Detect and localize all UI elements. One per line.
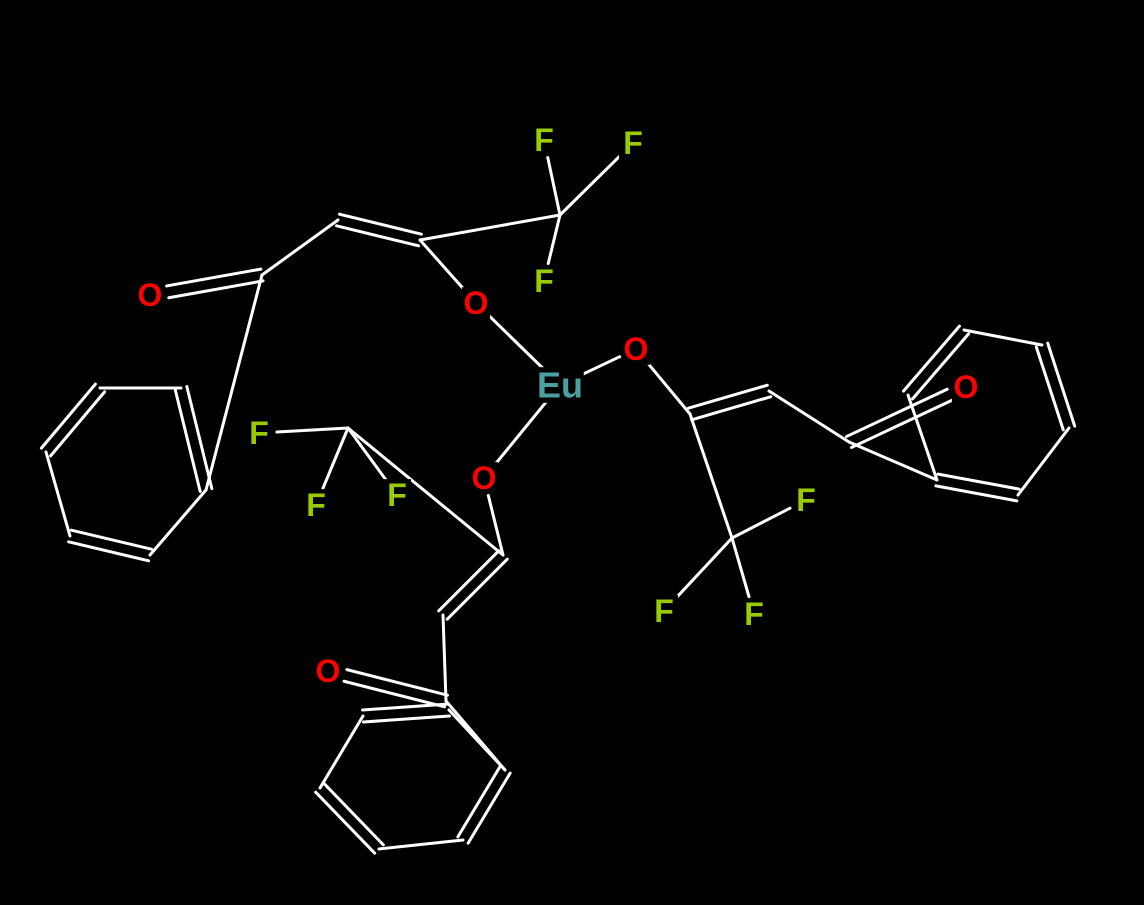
bond-line bbox=[690, 414, 732, 538]
atom-f: F bbox=[387, 477, 407, 513]
bond-line bbox=[277, 428, 348, 432]
bond-line bbox=[560, 156, 620, 215]
atom-f: F bbox=[744, 596, 764, 632]
bond-line bbox=[420, 240, 464, 290]
bond-line bbox=[443, 615, 446, 701]
atom-o: O bbox=[954, 369, 979, 405]
bond-line bbox=[938, 474, 1019, 489]
molecule-diagram: Eu O O O O O O F F F F F F F F F bbox=[0, 0, 1144, 905]
bond-line bbox=[732, 538, 749, 597]
bond-line bbox=[732, 508, 790, 538]
bond-line bbox=[548, 158, 560, 215]
bond-line bbox=[964, 330, 1042, 345]
bond-line bbox=[692, 397, 771, 420]
bond-line bbox=[339, 214, 421, 234]
bond-line bbox=[1048, 343, 1075, 426]
bond-line bbox=[648, 363, 690, 414]
bond-line bbox=[46, 452, 70, 536]
atom-o: O bbox=[472, 460, 497, 496]
atom-f: F bbox=[623, 125, 643, 161]
atom-o: O bbox=[464, 285, 489, 321]
bond-line bbox=[769, 391, 849, 442]
bond-line bbox=[688, 385, 767, 408]
bond-line bbox=[849, 442, 937, 480]
bond-line bbox=[344, 681, 445, 707]
bonds-layer bbox=[41, 156, 1074, 854]
atom-f: F bbox=[534, 122, 554, 158]
bond-line bbox=[676, 538, 732, 598]
bond-line bbox=[363, 704, 449, 710]
bond-line bbox=[447, 559, 507, 619]
atom-o: O bbox=[624, 331, 649, 367]
bond-line bbox=[846, 389, 947, 436]
atom-o: O bbox=[138, 277, 163, 313]
bond-line bbox=[347, 670, 448, 696]
atom-f: F bbox=[306, 487, 326, 523]
bond-line bbox=[903, 326, 959, 391]
bond-line bbox=[51, 392, 105, 456]
bond-line bbox=[320, 716, 363, 788]
bond-line bbox=[495, 399, 548, 464]
bond-line bbox=[323, 428, 348, 488]
atom-f: F bbox=[534, 263, 554, 299]
bond-line bbox=[41, 384, 95, 448]
bond-line bbox=[262, 220, 338, 275]
bond-line bbox=[175, 389, 200, 491]
bond-line bbox=[548, 215, 560, 264]
bond-line bbox=[187, 387, 212, 489]
bond-line bbox=[449, 710, 505, 770]
bond-line bbox=[337, 226, 419, 246]
atom-f: F bbox=[654, 593, 674, 629]
bond-line bbox=[420, 215, 560, 240]
atom-o: O bbox=[316, 653, 341, 689]
atom-f: F bbox=[796, 482, 816, 518]
bond-line bbox=[1018, 428, 1069, 495]
atom-f: F bbox=[249, 415, 269, 451]
bond-line bbox=[1036, 347, 1063, 430]
bond-line bbox=[324, 784, 383, 845]
bond-line bbox=[439, 551, 499, 611]
bond-line bbox=[363, 716, 449, 722]
bond-line bbox=[316, 792, 375, 853]
atom-eu: Eu bbox=[537, 365, 583, 406]
bond-line bbox=[150, 490, 206, 555]
bond-line bbox=[379, 840, 463, 849]
bond-line bbox=[206, 275, 262, 490]
bond-line bbox=[936, 486, 1017, 501]
bond-line bbox=[852, 400, 953, 447]
